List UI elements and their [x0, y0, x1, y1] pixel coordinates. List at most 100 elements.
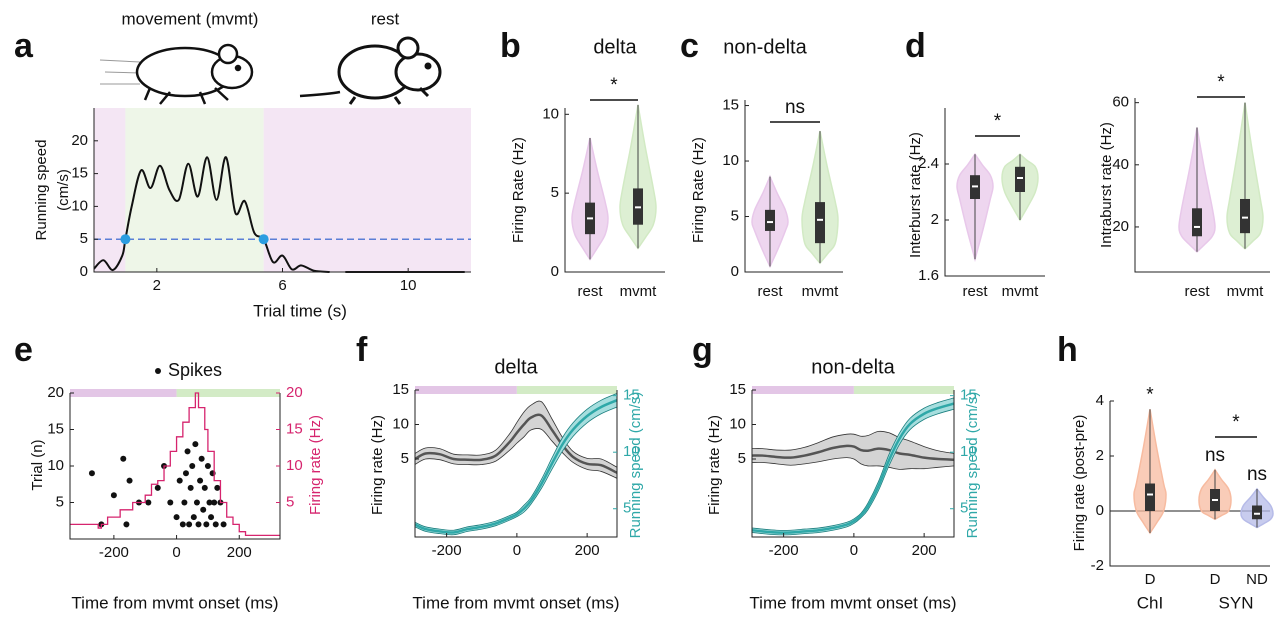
y-tick-label: 20: [286, 384, 303, 401]
spike: [212, 521, 219, 528]
x-tick-label: 0: [513, 542, 521, 559]
x-axis-label: Time from mvmt onset (ms): [71, 593, 278, 612]
x-tick-label: 2: [153, 277, 161, 294]
spike: [88, 470, 95, 477]
y-tick-label: 10: [623, 443, 640, 460]
y-tick-label: 4: [1096, 392, 1104, 409]
axis-line: [751, 390, 955, 538]
spike: [179, 521, 186, 528]
epoch-bar: [70, 389, 177, 397]
x-tick-label: -200: [769, 542, 799, 559]
legend-marker: [155, 368, 161, 374]
y-axis-label: Running speed: [33, 140, 50, 241]
spike: [190, 514, 197, 521]
x-axis-label: Trial time (s): [253, 301, 347, 320]
y-axis-label: (cm/s): [55, 169, 72, 211]
category-label: D: [1145, 571, 1156, 588]
state-label: rest: [371, 9, 400, 28]
y-tick-label: 10: [542, 105, 559, 122]
spike: [173, 514, 180, 521]
panel-title: non-delta: [723, 36, 807, 58]
significance-label: *: [1146, 384, 1154, 405]
y-tick-label: -2: [1091, 557, 1104, 574]
spike: [203, 521, 210, 528]
y-axis-label: Firing rate (Hz): [369, 415, 386, 515]
x-tick-label: 0: [172, 544, 180, 561]
significance-label: *: [610, 75, 618, 96]
panel-letter: h: [1057, 331, 1078, 369]
mean-line: [751, 444, 955, 461]
y-tick-label: 15: [392, 381, 409, 398]
epoch-bar: [752, 386, 854, 394]
category-label: rest: [962, 283, 988, 300]
spike: [201, 484, 208, 491]
y-tick-label: 0: [1096, 502, 1104, 519]
y-tick-label: 5: [738, 450, 746, 467]
y-tick-label: 20: [47, 384, 64, 401]
spike: [186, 521, 193, 528]
y2-axis-label: Running speed (cm/s): [627, 392, 644, 539]
panel-letter: g: [692, 331, 713, 369]
epoch-region: [263, 108, 471, 272]
spike: [126, 477, 133, 484]
x-tick-label: 200: [227, 544, 252, 561]
legend-label: Spikes: [168, 360, 222, 380]
category-label: mvmt: [1002, 283, 1039, 300]
y-tick-label: 15: [960, 387, 977, 404]
threshold-crossing: [258, 234, 269, 245]
axis-line: [1134, 98, 1270, 273]
panel-title: delta: [494, 356, 538, 378]
category-label: rest: [1184, 283, 1210, 300]
x-tick-label: 200: [912, 542, 937, 559]
y-tick-label: 2: [1096, 447, 1104, 464]
y-tick-label: 20: [71, 132, 88, 149]
spike: [176, 477, 183, 484]
panel-title: delta: [593, 36, 637, 58]
spike: [184, 448, 191, 455]
y-tick-label: 60: [1112, 94, 1129, 111]
panel-letter: f: [356, 331, 368, 369]
y-tick-label: 10: [47, 457, 64, 474]
y-tick-label: 2: [931, 211, 939, 228]
y2-axis-label: Firing rate (Hz): [307, 415, 324, 515]
significance-label: *: [1232, 412, 1240, 433]
y-tick-label: 15: [286, 420, 303, 437]
significance-label: ns: [785, 97, 805, 118]
y-tick-label: 5: [551, 184, 559, 201]
spike: [192, 441, 199, 448]
spike: [120, 455, 127, 462]
y-tick-label: 10: [729, 415, 746, 432]
box: [1240, 198, 1250, 234]
mouse-running-illustration: [99, 43, 254, 105]
spike: [195, 521, 202, 528]
y-tick-label: 10: [286, 457, 303, 474]
axis-line: [414, 390, 618, 538]
x-tick-label: 200: [575, 542, 600, 559]
spike: [189, 463, 196, 469]
y-tick-label: 5: [960, 500, 968, 517]
spike: [181, 499, 188, 506]
y-tick-label: 10: [71, 197, 88, 214]
spike: [198, 455, 205, 462]
epoch-bar: [176, 389, 280, 397]
spike: [123, 521, 130, 528]
group-label: ChI: [1137, 593, 1163, 612]
y-tick-label: 0: [551, 263, 559, 280]
spike: [182, 470, 189, 477]
mouse-resting-illustration: [299, 36, 442, 105]
spike: [214, 484, 221, 491]
panel-letter: b: [500, 27, 521, 65]
spike: [208, 514, 215, 521]
y-tick-label: 1.6: [918, 267, 939, 284]
spike: [204, 463, 211, 469]
spike: [145, 499, 152, 506]
y-axis-label: Firing rate (Hz): [706, 415, 723, 515]
y-tick-label: 5: [80, 230, 88, 247]
y-tick-label: 10: [960, 443, 977, 460]
y-tick-label: 5: [731, 207, 739, 224]
y-tick-label: 40: [1112, 156, 1129, 173]
panel-letter: e: [14, 331, 33, 369]
mean-line: [751, 402, 955, 534]
y-tick-label: 0: [731, 263, 739, 280]
category-label: mvmt: [620, 283, 657, 300]
